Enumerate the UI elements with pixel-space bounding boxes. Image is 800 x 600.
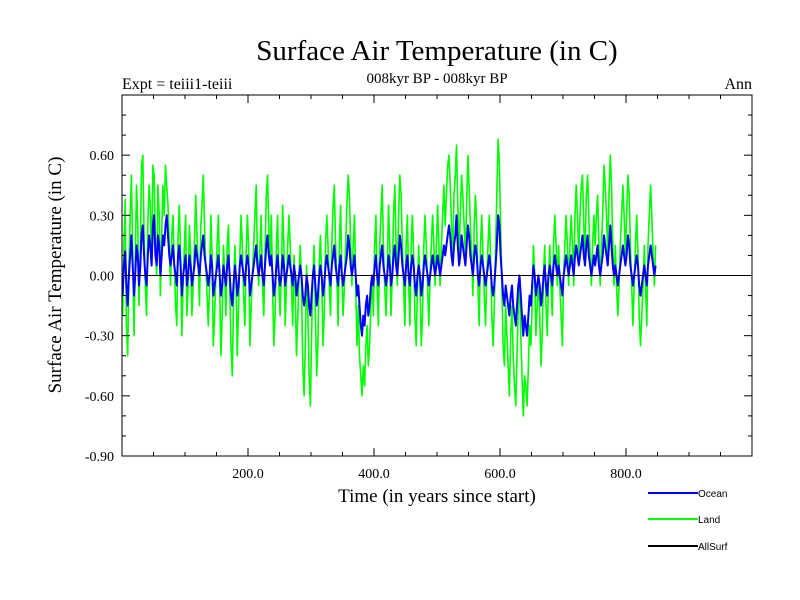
legend: Ocean Land AllSurf	[648, 489, 728, 553]
series-line-land	[122, 138, 657, 417]
tick-labels: -0.90 -0.60 -0.30 0.00 0.30 0.60 200.0 400.0 600…	[85, 149, 642, 482]
experiment-label: Expt = teiii1-teiii	[122, 76, 233, 93]
x-axis-label: Time (in years since start)	[338, 486, 536, 507]
y-tick-label: -0.30	[85, 330, 114, 345]
series-line-ocean	[122, 214, 657, 337]
chart-subtitle: 008kyr BP - 008kyr BP	[366, 71, 507, 87]
x-tick-label: 600.0	[484, 467, 516, 482]
y-tick-label: -0.60	[85, 390, 114, 405]
y-tick-label: 0.60	[90, 149, 115, 164]
x-tick-label: 800.0	[610, 467, 642, 482]
x-tick-label: 200.0	[232, 467, 264, 482]
y-tick-label: 0.30	[90, 209, 115, 224]
x-tick-label: 400.0	[358, 467, 390, 482]
y-tick-label: -0.90	[85, 450, 114, 465]
chart-title: Surface Air Temperature (in C)	[256, 35, 617, 67]
y-tick-label: 0.00	[90, 270, 115, 285]
axes	[121, 94, 753, 457]
series-layer	[122, 138, 752, 417]
y-axis-label: Surface Air Temperature (in C)	[45, 157, 66, 394]
season-label: Ann	[724, 76, 752, 93]
legend-label-land: Land	[698, 515, 720, 526]
legend-label-allsurf: AllSurf	[698, 542, 728, 553]
legend-label-ocean: Ocean	[698, 489, 727, 500]
